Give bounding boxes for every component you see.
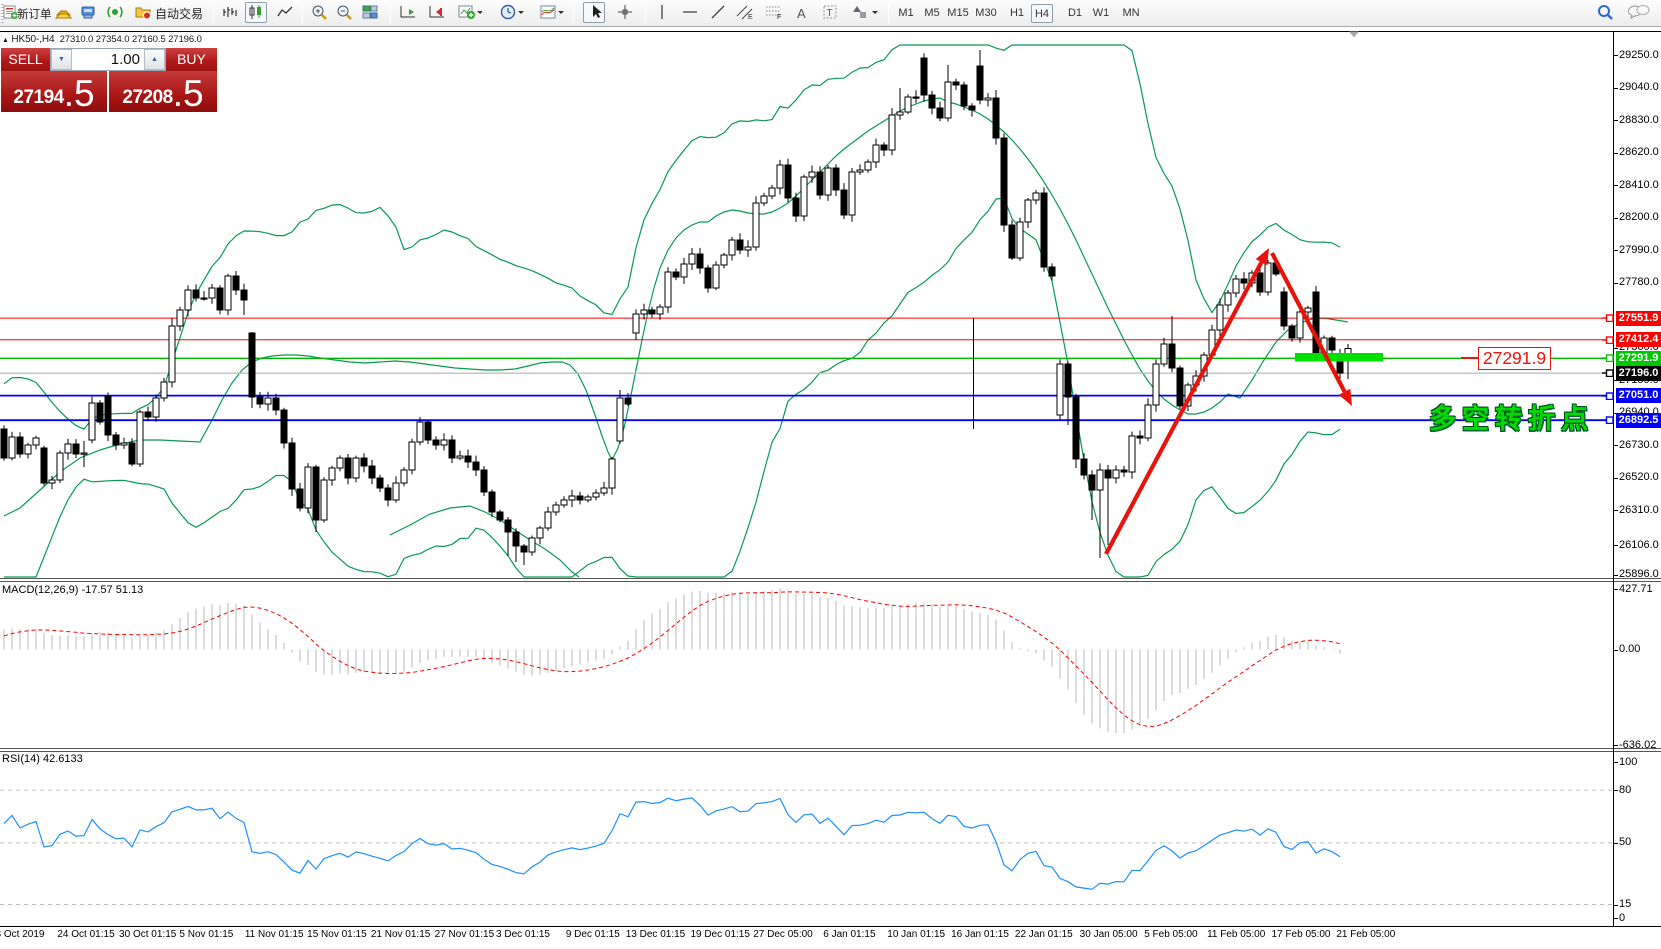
svg-text:E: E <box>748 14 753 20</box>
svg-text:F: F <box>777 14 781 20</box>
svg-text:T: T <box>827 8 833 19</box>
